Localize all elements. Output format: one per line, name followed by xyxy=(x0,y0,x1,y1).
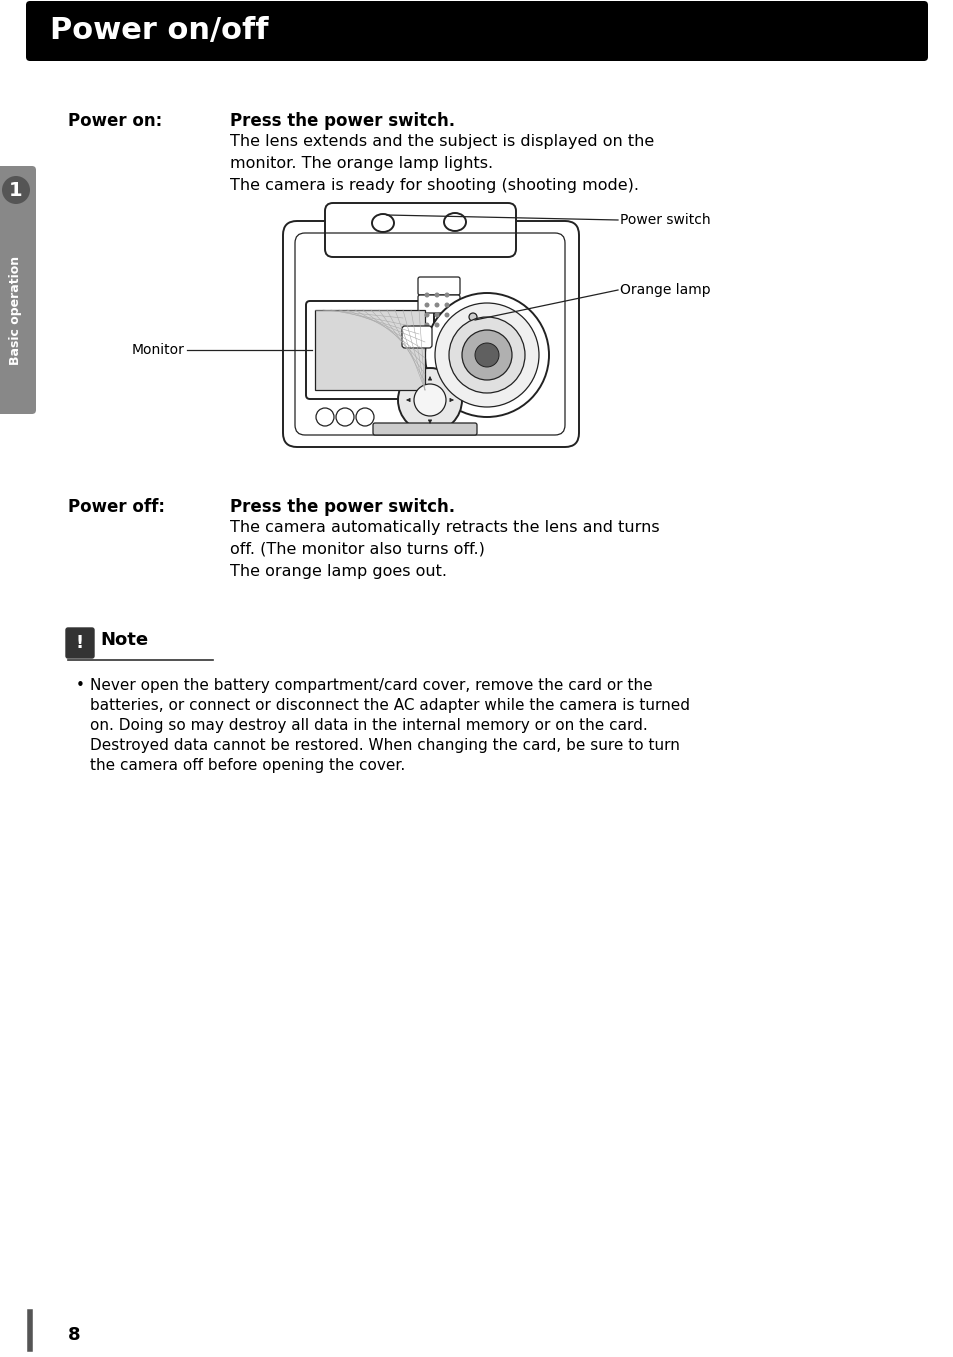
Circle shape xyxy=(434,293,439,297)
Text: Note: Note xyxy=(100,631,148,649)
Circle shape xyxy=(444,293,449,297)
Circle shape xyxy=(424,312,429,318)
Ellipse shape xyxy=(443,213,465,231)
FancyBboxPatch shape xyxy=(314,309,424,389)
Circle shape xyxy=(424,303,429,308)
Text: Press the power switch.: Press the power switch. xyxy=(230,498,455,516)
Text: The orange lamp goes out.: The orange lamp goes out. xyxy=(230,565,447,579)
Circle shape xyxy=(434,303,439,308)
Text: Never open the battery compartment/card cover, remove the card or the: Never open the battery compartment/card … xyxy=(90,678,652,693)
Text: Power switch: Power switch xyxy=(619,213,710,227)
Circle shape xyxy=(444,303,449,308)
Text: 8: 8 xyxy=(68,1326,81,1343)
Circle shape xyxy=(414,384,446,417)
FancyBboxPatch shape xyxy=(373,423,476,436)
Text: •: • xyxy=(76,678,85,693)
FancyBboxPatch shape xyxy=(417,294,459,313)
Circle shape xyxy=(424,323,429,327)
Text: 1: 1 xyxy=(10,180,23,199)
Polygon shape xyxy=(296,235,553,433)
FancyBboxPatch shape xyxy=(283,221,578,446)
Text: monitor. The orange lamp lights.: monitor. The orange lamp lights. xyxy=(230,156,493,171)
Circle shape xyxy=(449,318,524,394)
Circle shape xyxy=(444,323,449,327)
FancyBboxPatch shape xyxy=(66,628,94,658)
FancyBboxPatch shape xyxy=(306,301,434,399)
Circle shape xyxy=(434,312,439,318)
Text: the camera off before opening the cover.: the camera off before opening the cover. xyxy=(90,759,405,773)
FancyBboxPatch shape xyxy=(26,1,927,61)
FancyBboxPatch shape xyxy=(401,326,432,347)
Text: Power off:: Power off: xyxy=(68,498,165,516)
Text: Monitor: Monitor xyxy=(132,343,185,357)
Text: Basic operation: Basic operation xyxy=(10,255,23,365)
FancyBboxPatch shape xyxy=(325,204,516,256)
Circle shape xyxy=(444,312,449,318)
Circle shape xyxy=(461,330,512,380)
Circle shape xyxy=(469,313,476,322)
Text: Power on:: Power on: xyxy=(68,113,162,130)
Circle shape xyxy=(475,343,498,366)
Circle shape xyxy=(397,368,461,432)
Text: !: ! xyxy=(76,634,84,651)
Circle shape xyxy=(435,303,538,407)
FancyBboxPatch shape xyxy=(0,166,36,414)
Ellipse shape xyxy=(2,176,30,204)
Text: Press the power switch.: Press the power switch. xyxy=(230,113,455,130)
FancyBboxPatch shape xyxy=(417,277,459,294)
Ellipse shape xyxy=(372,214,394,232)
Text: Destroyed data cannot be restored. When changing the card, be sure to turn: Destroyed data cannot be restored. When … xyxy=(90,738,679,753)
Circle shape xyxy=(355,408,374,426)
Text: The camera automatically retracts the lens and turns: The camera automatically retracts the le… xyxy=(230,520,659,535)
Text: batteries, or connect or disconnect the AC adapter while the camera is turned: batteries, or connect or disconnect the … xyxy=(90,697,689,712)
Text: The camera is ready for shooting (shooting mode).: The camera is ready for shooting (shooti… xyxy=(230,178,639,193)
Circle shape xyxy=(424,293,548,417)
Text: The lens extends and the subject is displayed on the: The lens extends and the subject is disp… xyxy=(230,134,654,149)
Text: off. (The monitor also turns off.): off. (The monitor also turns off.) xyxy=(230,541,484,556)
Circle shape xyxy=(315,408,334,426)
Text: Orange lamp: Orange lamp xyxy=(619,284,710,297)
Circle shape xyxy=(434,323,439,327)
Circle shape xyxy=(419,288,554,422)
Text: Power on/off: Power on/off xyxy=(50,16,268,46)
Text: on. Doing so may destroy all data in the internal memory or on the card.: on. Doing so may destroy all data in the… xyxy=(90,718,647,733)
Circle shape xyxy=(335,408,354,426)
Circle shape xyxy=(424,293,429,297)
